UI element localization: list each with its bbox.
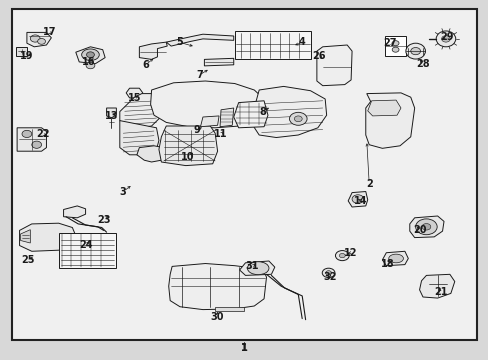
Ellipse shape bbox=[32, 141, 41, 148]
Ellipse shape bbox=[391, 41, 398, 46]
Polygon shape bbox=[120, 94, 161, 128]
Text: 4: 4 bbox=[298, 37, 305, 48]
Text: 8: 8 bbox=[259, 107, 266, 117]
Text: 30: 30 bbox=[210, 312, 224, 322]
Ellipse shape bbox=[421, 224, 430, 230]
Text: 14: 14 bbox=[353, 196, 367, 206]
Ellipse shape bbox=[38, 39, 45, 44]
Ellipse shape bbox=[335, 251, 348, 261]
Text: 11: 11 bbox=[214, 129, 227, 139]
Text: 18: 18 bbox=[380, 258, 393, 269]
Text: 25: 25 bbox=[21, 255, 35, 265]
Text: 5: 5 bbox=[176, 37, 183, 48]
Text: 10: 10 bbox=[180, 152, 194, 162]
Bar bbox=[234, 31, 310, 59]
Ellipse shape bbox=[289, 112, 306, 125]
Ellipse shape bbox=[325, 271, 331, 275]
Text: 6: 6 bbox=[142, 60, 149, 70]
Bar bbox=[385, 36, 405, 56]
Polygon shape bbox=[106, 108, 116, 118]
Polygon shape bbox=[120, 121, 159, 155]
Text: 27: 27 bbox=[383, 38, 396, 48]
Ellipse shape bbox=[435, 31, 455, 47]
Ellipse shape bbox=[351, 195, 363, 203]
Text: 31: 31 bbox=[244, 261, 258, 271]
Polygon shape bbox=[166, 34, 233, 46]
Polygon shape bbox=[382, 251, 407, 266]
Text: 20: 20 bbox=[412, 225, 426, 235]
Text: 28: 28 bbox=[415, 59, 429, 69]
Polygon shape bbox=[137, 146, 166, 162]
Polygon shape bbox=[409, 216, 443, 238]
Text: 21: 21 bbox=[433, 287, 447, 297]
Ellipse shape bbox=[410, 48, 420, 55]
Polygon shape bbox=[150, 81, 264, 128]
Text: 7: 7 bbox=[196, 70, 203, 80]
Polygon shape bbox=[204, 58, 233, 66]
Ellipse shape bbox=[322, 268, 334, 278]
Ellipse shape bbox=[388, 254, 403, 263]
Ellipse shape bbox=[30, 35, 40, 42]
Polygon shape bbox=[20, 223, 76, 251]
Ellipse shape bbox=[405, 43, 425, 59]
Text: 29: 29 bbox=[440, 32, 453, 42]
Ellipse shape bbox=[339, 253, 345, 258]
Polygon shape bbox=[347, 192, 367, 207]
Polygon shape bbox=[316, 45, 351, 86]
Ellipse shape bbox=[247, 262, 268, 275]
Ellipse shape bbox=[22, 130, 32, 138]
Text: 2: 2 bbox=[365, 179, 372, 189]
Polygon shape bbox=[220, 108, 233, 127]
Polygon shape bbox=[419, 274, 454, 298]
Polygon shape bbox=[159, 126, 217, 166]
Text: 15: 15 bbox=[127, 93, 141, 103]
Bar bbox=[59, 233, 116, 268]
Polygon shape bbox=[17, 128, 46, 151]
Text: 17: 17 bbox=[43, 27, 57, 37]
Text: 13: 13 bbox=[104, 111, 118, 121]
Text: 23: 23 bbox=[97, 215, 110, 225]
Ellipse shape bbox=[86, 62, 95, 69]
Polygon shape bbox=[239, 261, 274, 275]
Ellipse shape bbox=[294, 116, 302, 122]
Polygon shape bbox=[76, 47, 105, 64]
Ellipse shape bbox=[391, 47, 398, 52]
Polygon shape bbox=[200, 116, 219, 127]
Polygon shape bbox=[367, 100, 400, 116]
Ellipse shape bbox=[441, 36, 449, 42]
Polygon shape bbox=[63, 206, 85, 218]
Text: 1: 1 bbox=[241, 343, 247, 354]
Text: 16: 16 bbox=[82, 57, 96, 67]
Ellipse shape bbox=[86, 52, 94, 58]
Polygon shape bbox=[233, 101, 267, 128]
Text: 19: 19 bbox=[20, 51, 34, 61]
Text: 1: 1 bbox=[241, 343, 247, 354]
Text: 9: 9 bbox=[193, 125, 200, 135]
Polygon shape bbox=[126, 88, 142, 98]
Polygon shape bbox=[168, 264, 266, 310]
Text: 32: 32 bbox=[323, 272, 336, 282]
Polygon shape bbox=[215, 307, 244, 311]
Ellipse shape bbox=[415, 219, 436, 235]
Polygon shape bbox=[16, 47, 27, 56]
Polygon shape bbox=[20, 230, 30, 243]
Polygon shape bbox=[27, 32, 51, 47]
Ellipse shape bbox=[81, 49, 99, 60]
Text: 22: 22 bbox=[36, 129, 50, 139]
Polygon shape bbox=[365, 93, 414, 148]
Text: 26: 26 bbox=[311, 51, 325, 61]
Text: 3: 3 bbox=[120, 186, 126, 197]
Polygon shape bbox=[253, 86, 326, 138]
Polygon shape bbox=[139, 42, 167, 59]
Text: 24: 24 bbox=[79, 240, 92, 250]
Text: 12: 12 bbox=[344, 248, 357, 258]
